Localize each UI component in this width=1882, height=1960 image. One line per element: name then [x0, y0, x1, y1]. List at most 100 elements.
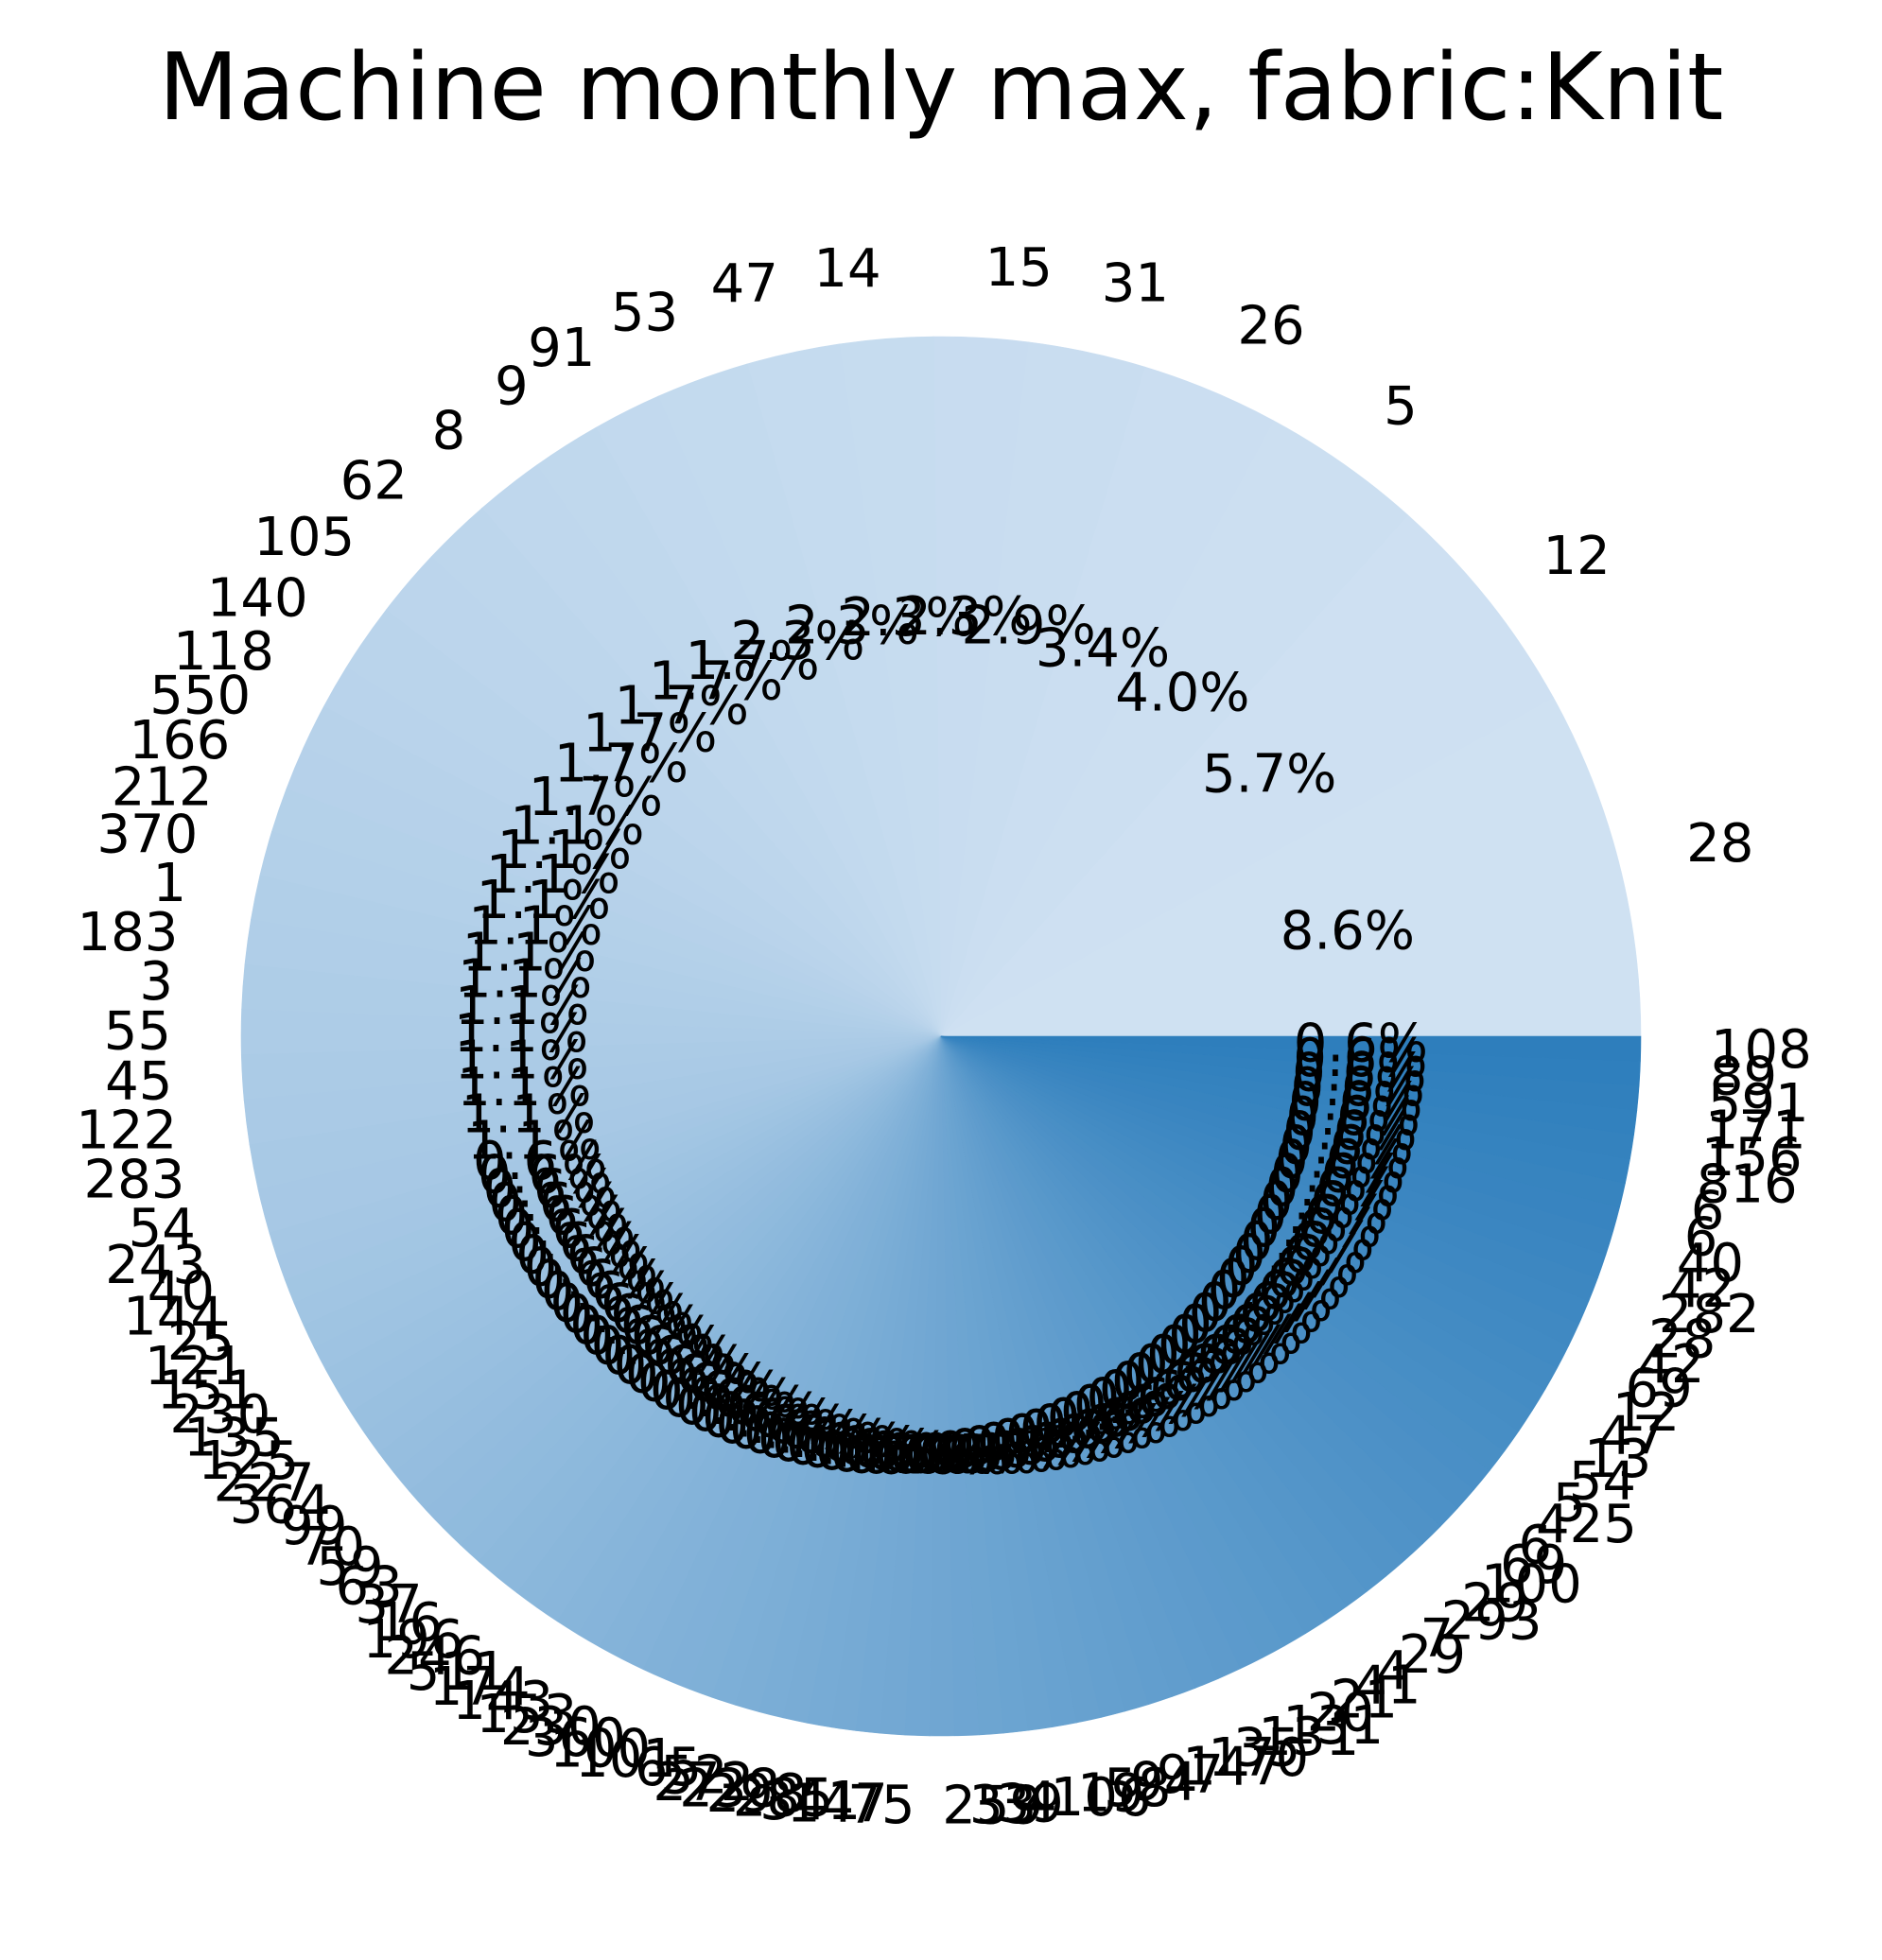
- slice-percent-label: 0.6%: [1086, 1368, 1220, 1430]
- slice-percent-label: 0.6%: [991, 1409, 1125, 1470]
- slice-label: 6: [1684, 1206, 1718, 1268]
- slice-label: 47: [711, 253, 778, 315]
- slice-label: 12: [1543, 526, 1611, 587]
- slice-label: 25: [167, 1311, 235, 1373]
- slice-label: 99: [280, 1496, 347, 1557]
- slice-percent-label: 0.6%: [1253, 1185, 1387, 1246]
- slice-label: 55: [104, 1001, 171, 1063]
- slice-label: 6: [1518, 1515, 1552, 1576]
- slice-percent-label: 0.6%: [1246, 1198, 1381, 1259]
- slice-percent-label: 0.6%: [1135, 1334, 1269, 1396]
- slice-label: 20: [1307, 1683, 1374, 1744]
- slice-percent-label: 0.6%: [1033, 1394, 1167, 1455]
- slice-percent-label: 0.6%: [1279, 1116, 1413, 1177]
- slice-percent-label: 0.6%: [1240, 1211, 1374, 1273]
- slice-label: 131: [1282, 1695, 1384, 1757]
- slice-label: 13: [1584, 1429, 1651, 1490]
- slice-label: 58: [1104, 1758, 1171, 1819]
- slice-label: 54: [1569, 1451, 1636, 1513]
- slice-label: 125: [198, 1431, 299, 1492]
- slice-label: 16: [375, 1592, 443, 1654]
- slice-label: 69: [1500, 1535, 1567, 1596]
- slice-label: 166: [129, 710, 230, 772]
- slice-label: 54: [129, 1198, 196, 1259]
- slice-percent-label: 0.6%: [1168, 1305, 1302, 1366]
- slice-label: 35: [1233, 1718, 1300, 1779]
- slice-label: 101: [575, 1728, 676, 1790]
- slice-label: 259: [942, 1776, 1043, 1837]
- slice-percent-label: 0.6%: [1019, 1399, 1154, 1461]
- slice-percent-label: 0.6%: [1198, 1272, 1333, 1333]
- slice-label: 75: [847, 1775, 915, 1836]
- slice-percent-label: 0.6%: [786, 1416, 920, 1478]
- slice-percent-label: 0.6%: [830, 1423, 965, 1484]
- slice-label: 8: [432, 400, 466, 461]
- slice-label: 511: [407, 1641, 508, 1703]
- slice-label: 170: [1208, 1727, 1309, 1789]
- slice-label: 246: [384, 1626, 485, 1688]
- slice-percent-label: 0.6%: [591, 1316, 725, 1378]
- slice-percent-label: 1.1%: [467, 1111, 601, 1172]
- slice-percent-label: 4.0%: [1115, 662, 1249, 723]
- slice-label: 341: [759, 1771, 861, 1832]
- slice-percent-label: 0.6%: [1047, 1388, 1181, 1449]
- slice-percent-label: 1.1%: [510, 796, 644, 858]
- slice-label: 118: [173, 621, 274, 683]
- slice-percent-label: 0.6%: [495, 1186, 629, 1247]
- slice-label: 89: [1710, 1047, 1777, 1108]
- slice-label: 100: [1481, 1554, 1582, 1616]
- slice-percent-label: 0.6%: [1124, 1344, 1258, 1405]
- slice-percent-label: 1.1%: [457, 1057, 591, 1119]
- slice-percent-label: 0.6%: [524, 1238, 658, 1299]
- slice-percent-label: 1.7%: [583, 702, 717, 764]
- slice-percent-label: 0.6%: [1073, 1375, 1208, 1436]
- slice-label: 183: [78, 902, 179, 963]
- pie-slice: [940, 1035, 1642, 1062]
- slice-percent-label: 0.6%: [508, 1212, 642, 1274]
- slice-labels: 2812526311514475391986210514011855016621…: [76, 237, 1811, 1837]
- slice-percent-label: 5.7%: [1202, 744, 1336, 806]
- slice-label: 5: [1384, 376, 1418, 438]
- slice-label: 59: [316, 1536, 383, 1598]
- slice-percent-label: 1.7%: [615, 675, 749, 737]
- slice-label: 156: [1701, 1127, 1803, 1188]
- slice-label: 70: [298, 1517, 365, 1578]
- slice-percent-label: 0.6%: [1005, 1404, 1140, 1466]
- slice-percent-label: 0.6%: [758, 1409, 892, 1470]
- slice-label: 121: [145, 1336, 246, 1397]
- slice-percent-label: 0.6%: [1225, 1237, 1359, 1298]
- slice-label: 9: [495, 356, 529, 417]
- slice-label: 230: [169, 1384, 270, 1446]
- slice-label: 91: [528, 318, 595, 379]
- slice-percent-label: 2.3%: [841, 587, 975, 649]
- slice-percent-label: 1.1%: [477, 870, 611, 931]
- slice-percent-label: 1.1%: [455, 976, 589, 1037]
- slice-label: 243: [105, 1235, 206, 1296]
- pie-slice: [940, 514, 1554, 1037]
- slice-label: 370: [96, 805, 198, 866]
- slice-label: 816: [1697, 1153, 1798, 1215]
- slice-percent-label: 0.6%: [1290, 1057, 1424, 1119]
- slice-percent-label: 0.6%: [580, 1306, 714, 1367]
- slice-label: 29: [1461, 1573, 1528, 1635]
- slice-percent-label: 1.1%: [462, 1084, 596, 1146]
- slice-label: 45: [105, 1050, 172, 1112]
- slice-percent-label: 0.6%: [1270, 1144, 1404, 1205]
- slice-label: 28: [1648, 1310, 1716, 1371]
- slice-percent-label: 0.6%: [1232, 1223, 1367, 1285]
- slice-label: 144: [123, 1286, 224, 1347]
- slice-percent-label: 0.6%: [743, 1405, 878, 1466]
- slice-percent-label: 1.1%: [458, 949, 592, 1011]
- slice-label: 106: [1051, 1767, 1152, 1829]
- slice-label: 26: [1237, 295, 1304, 356]
- slice-label: 63: [336, 1555, 403, 1617]
- slice-percent-label: 3.4%: [1036, 618, 1170, 680]
- slice-label: 100: [549, 1719, 651, 1780]
- slice-label: 33: [969, 1775, 1037, 1836]
- slice-percent-label: 1.7%: [649, 651, 783, 713]
- slice-label: 230: [500, 1696, 601, 1758]
- slice-label: 293: [1441, 1591, 1542, 1653]
- slice-label: 47: [1598, 1406, 1665, 1467]
- slice-percent-label: 0.6%: [532, 1250, 667, 1311]
- slice-label: 122: [76, 1101, 177, 1162]
